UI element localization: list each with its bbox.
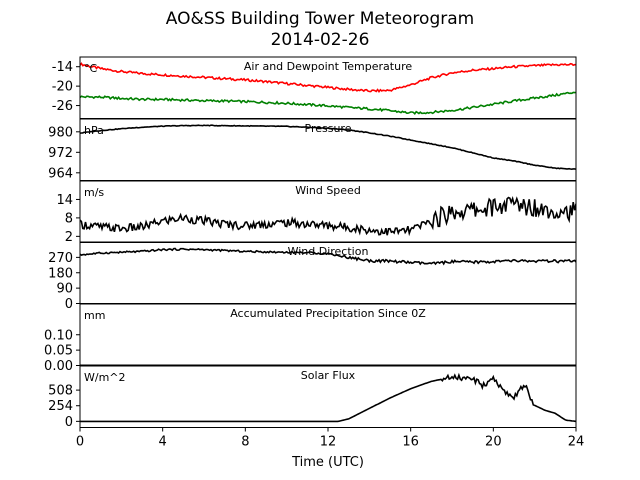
y-tick-label: 0.10 [44,328,73,343]
x-tick-label: 8 [241,435,249,450]
y-tick-label: 0 [65,415,73,430]
series-line-1-1 [80,62,576,93]
y-tick-label: 254 [48,399,73,414]
y-tick-label: 270 [48,251,73,266]
series-line-4-1 [80,247,576,266]
y-tick-label: 0.05 [44,344,73,359]
panel-unit: m/s [84,186,104,199]
y-tick-label: -14 [52,60,73,75]
panel-title: Accumulated Precipitation Since 0Z [230,307,426,320]
y-tick-label: 90 [56,282,73,297]
series-line-6-1 [80,372,576,423]
panel-1: -14 -20 -26 Air and Dewpoint Temperature °C [52,56,577,119]
y-tick-label: 508 [48,384,73,399]
y-tick-label: 8 [65,211,73,226]
y-tick-label: 0 [65,297,73,312]
y-tick-label: 980 [48,125,73,140]
x-axis-label: Time (UTC) [291,455,364,470]
y-tick-label: 180 [48,266,73,281]
panel-unit: °C [84,62,98,75]
x-tick-label: 20 [485,435,502,450]
panel-title: Wind Speed [295,184,361,197]
y-tick-label: 2 [65,230,73,245]
x-tick-label: 4 [159,435,167,450]
panel-2: 980 972 964 Pressure hPa [48,118,577,181]
panels-group: -14 -20 -26 Air and Dewpoint Temperature °C 9… [44,56,585,450]
y-tick-label: 964 [48,166,73,181]
panel-unit: mm [84,309,105,322]
series-line-3-1 [80,195,576,237]
panel-title: Air and Dewpoint Temperature [244,60,412,73]
y-tick-label: 14 [56,193,73,208]
y-tick-label: 0.00 [44,359,73,374]
figure-title: AO&SS Building Tower Meteorogram [166,9,474,29]
x-tick-label: 16 [402,435,419,450]
y-tick-label: -26 [52,99,73,114]
panel-title: Solar Flux [301,369,356,382]
panel-unit: hPa [84,124,104,137]
panel-unit: W/m^2 [84,371,126,384]
x-tick-label: 24 [568,435,585,450]
series-line-2-1 [80,124,576,171]
panel-5: 0.100.050.00 Accumulated Precipitation Si… [44,303,577,374]
y-tick-label: -20 [52,80,73,95]
panel-title: Pressure [305,122,352,135]
panel-title: Wind Direction [288,245,369,258]
series-line-1-2 [80,91,576,116]
x-tick-label: 12 [320,435,337,450]
x-tick-label: 0 [76,435,84,450]
figure-subtitle: 2014-02-26 [271,30,370,50]
y-tick-label: 972 [48,146,73,161]
panel-3: 14 8 2 Wind Speed m/s [56,180,577,245]
